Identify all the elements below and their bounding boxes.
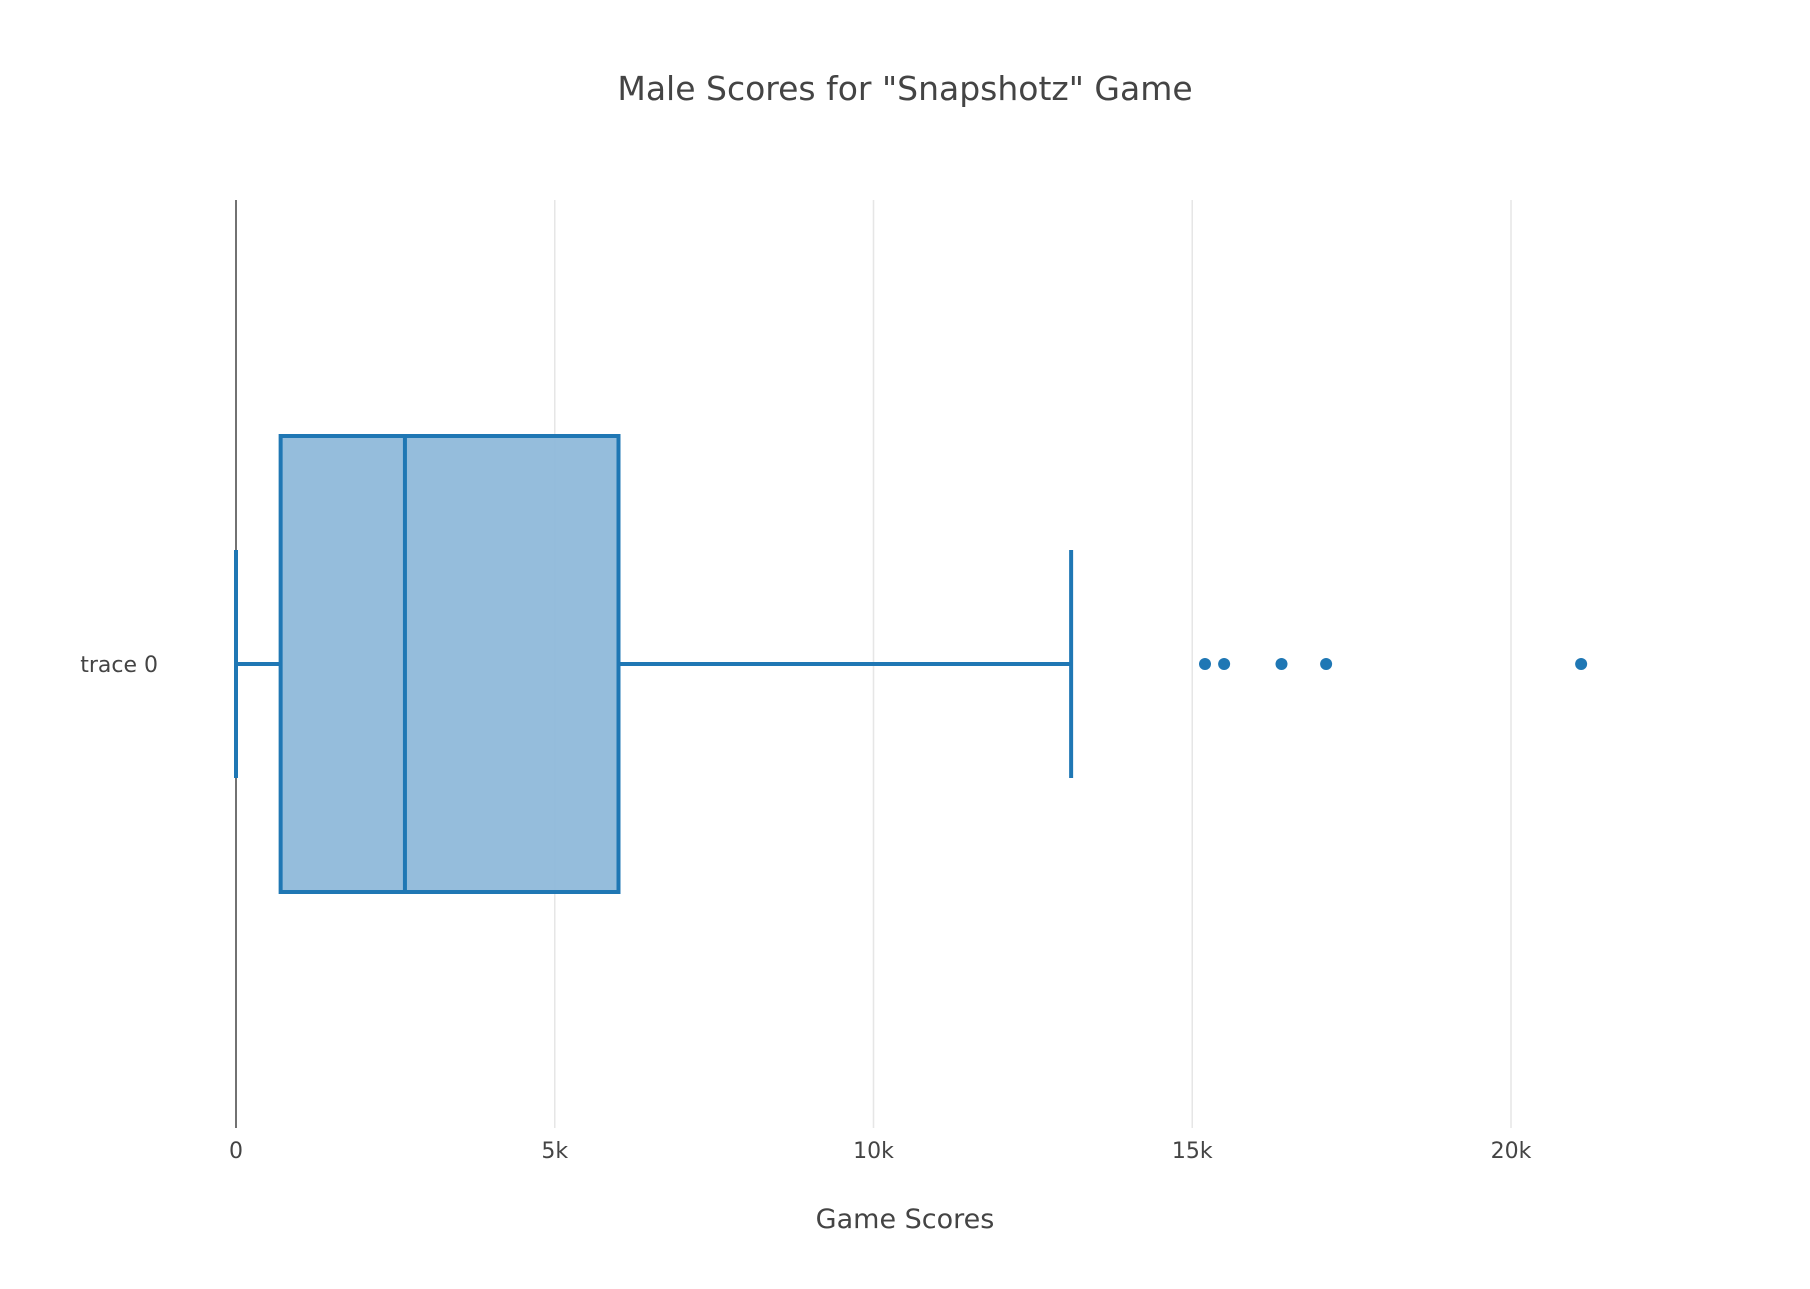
- x-axis-title: Game Scores: [816, 1204, 995, 1235]
- trace-label: trace 0: [80, 653, 158, 678]
- x-tick-label: 5k: [541, 1139, 568, 1164]
- chart-title: Male Scores for "Snapshotz" Game: [617, 69, 1192, 108]
- x-tick-label: 20k: [1491, 1139, 1532, 1164]
- x-tick-label: 15k: [1172, 1139, 1213, 1164]
- iqr-box: [278, 434, 621, 894]
- box-trace: [234, 434, 1588, 894]
- x-axis-ticks: 0 5k 10k 15k 20k: [229, 1139, 1532, 1164]
- outlier-point: [1320, 658, 1333, 670]
- outlier-point: [1199, 658, 1211, 670]
- x-tick-label: 0: [229, 1139, 243, 1164]
- x-tick-label: 10k: [853, 1139, 894, 1164]
- outlier-point: [1275, 658, 1288, 670]
- outlier-point: [1218, 658, 1231, 670]
- outlier-point: [1575, 658, 1588, 670]
